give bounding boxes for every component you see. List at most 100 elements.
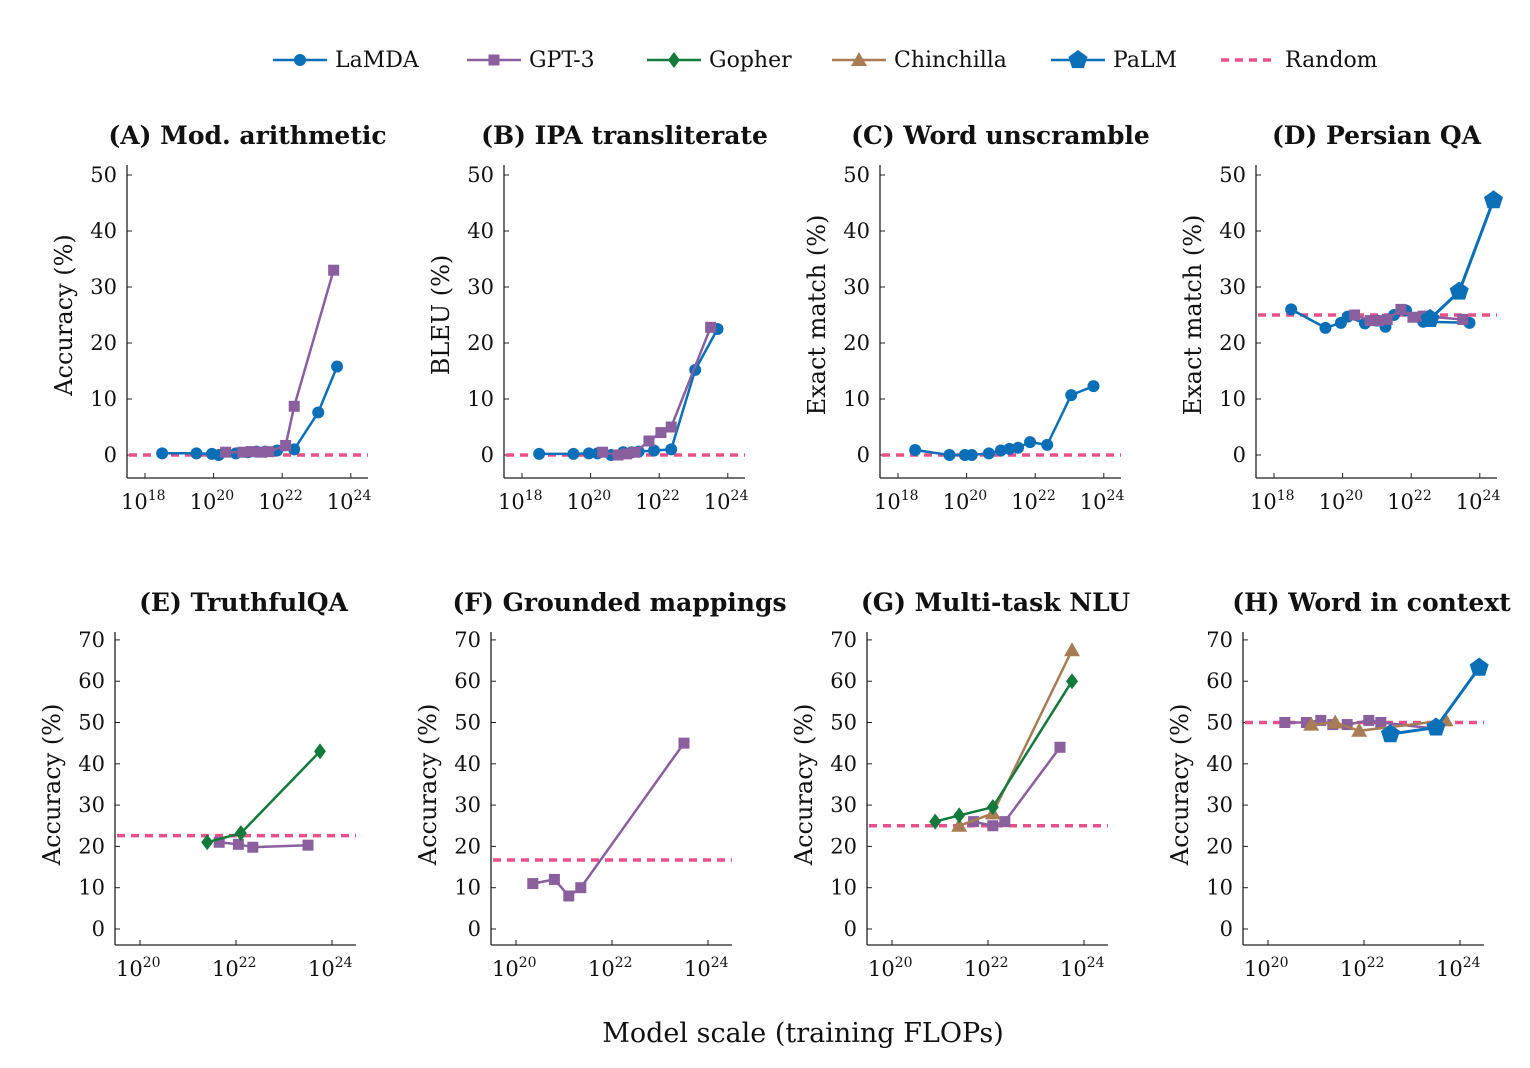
data-point [533,447,546,460]
data-point [312,406,325,419]
data-point [1303,716,1320,731]
y-axis-label: Accuracy (%) [790,704,818,867]
y-tick-label: 10 [1206,876,1233,900]
series-line [162,366,339,457]
y-tick-label: 20 [467,331,494,355]
data-point [201,834,214,851]
data-point [1349,309,1361,321]
x-tick-label: 1024 [1456,488,1501,514]
legend-label: Random [1285,48,1378,73]
data-point [1426,717,1446,736]
data-point [965,449,978,461]
y-tick-label: 50 [467,163,494,187]
x-tick-exponent: 18 [1277,488,1295,504]
data-point [612,449,624,461]
data-point [929,813,942,830]
x-tick-exponent: 20 [519,955,537,971]
y-tick-label: 30 [1206,793,1233,817]
series-line [206,750,321,844]
data-point [597,446,609,458]
y-tick-label: 20 [1219,331,1246,355]
data-point [234,825,247,842]
data-point [1381,313,1393,325]
x-tick-label: 1018 [874,488,919,514]
y-tick-label: 0 [1233,443,1246,467]
panel-f: (F) Grounded mappings0102030405060701020… [414,588,787,981]
y-tick-label: 10 [1219,387,1246,411]
data-point [262,446,274,458]
legend-item-chinchilla: Chinchilla [832,48,1007,73]
data-point [582,447,595,460]
series-palm [1420,190,1503,327]
data-point [213,836,225,848]
series-line [1311,719,1446,733]
y-tick-label: 60 [78,669,105,693]
x-tick-label: 1022 [1011,488,1056,514]
y-tick-label: 20 [454,834,481,858]
x-tick-label: 1024 [1080,488,1125,514]
x-tick-exponent: 20 [1345,488,1363,504]
data-point [280,439,292,451]
y-tick-label: 50 [830,711,857,735]
data-point [256,446,268,458]
x-tick-label: 1022 [635,488,680,514]
x-tick-exponent: 22 [239,955,257,971]
x-tick-label: 1020 [943,488,988,514]
data-point [1054,741,1066,753]
data-point [951,817,968,832]
x-tick-exponent: 24 [1087,955,1105,971]
data-point [1279,717,1291,728]
panel-title: (H) Word in context [1232,588,1511,617]
x-tick-exponent: 24 [1483,488,1501,504]
data-point [629,446,641,458]
y-tick-label: 50 [454,711,481,735]
data-point [1380,724,1400,743]
y-tick-label: 40 [467,219,494,243]
data-point [665,421,677,433]
data-point [987,820,999,832]
data-point [1484,190,1503,209]
legend-label: LaMDA [335,48,420,73]
x-tick-label: 1022 [964,955,1009,981]
y-axis-label: Accuracy (%) [50,234,78,397]
y-tick-label: 0 [468,917,481,941]
y-tick-label: 30 [467,275,494,299]
y-tick-label: 0 [1220,917,1233,941]
data-point [245,446,257,458]
data-point [621,448,633,460]
panel-title: (D) Persian QA [1272,121,1482,150]
legend-label: Gopher [709,48,792,73]
y-axis-label: Accuracy (%) [38,704,66,867]
y-tick-label: 40 [830,752,857,776]
data-point [705,321,717,333]
x-tick-label: 1020 [116,955,161,981]
legend: LaMDA GPT-3 Gopher Chinchilla PaLM Random [273,48,1378,73]
pentagon-icon [1068,50,1088,69]
panel-title: (A) Mod. arithmetic [108,121,386,150]
x-tick-exponent: 22 [615,955,633,971]
x-tick-exponent: 22 [991,955,1009,971]
x-tick-exponent: 24 [731,488,749,504]
x-tick-exponent: 18 [901,488,919,504]
x-tick-exponent: 20 [895,955,913,971]
x-tick-exponent: 20 [593,488,611,504]
legend-item-lamda: LaMDA [273,48,420,73]
y-tick-label: 50 [1219,163,1246,187]
y-tick-label: 40 [454,752,481,776]
series-gpt-3 [220,264,340,458]
data-point [232,838,244,850]
x-tick-label: 1024 [704,488,749,514]
x-tick-exponent: 22 [1367,955,1385,971]
data-point [1065,389,1078,402]
y-tick-label: 30 [454,793,481,817]
y-tick-label: 50 [90,163,117,187]
series-gpt-3 [597,321,717,461]
y-tick-label: 40 [1219,219,1246,243]
y-tick-label: 40 [1206,752,1233,776]
y-axis-label: Exact match (%) [803,215,831,416]
